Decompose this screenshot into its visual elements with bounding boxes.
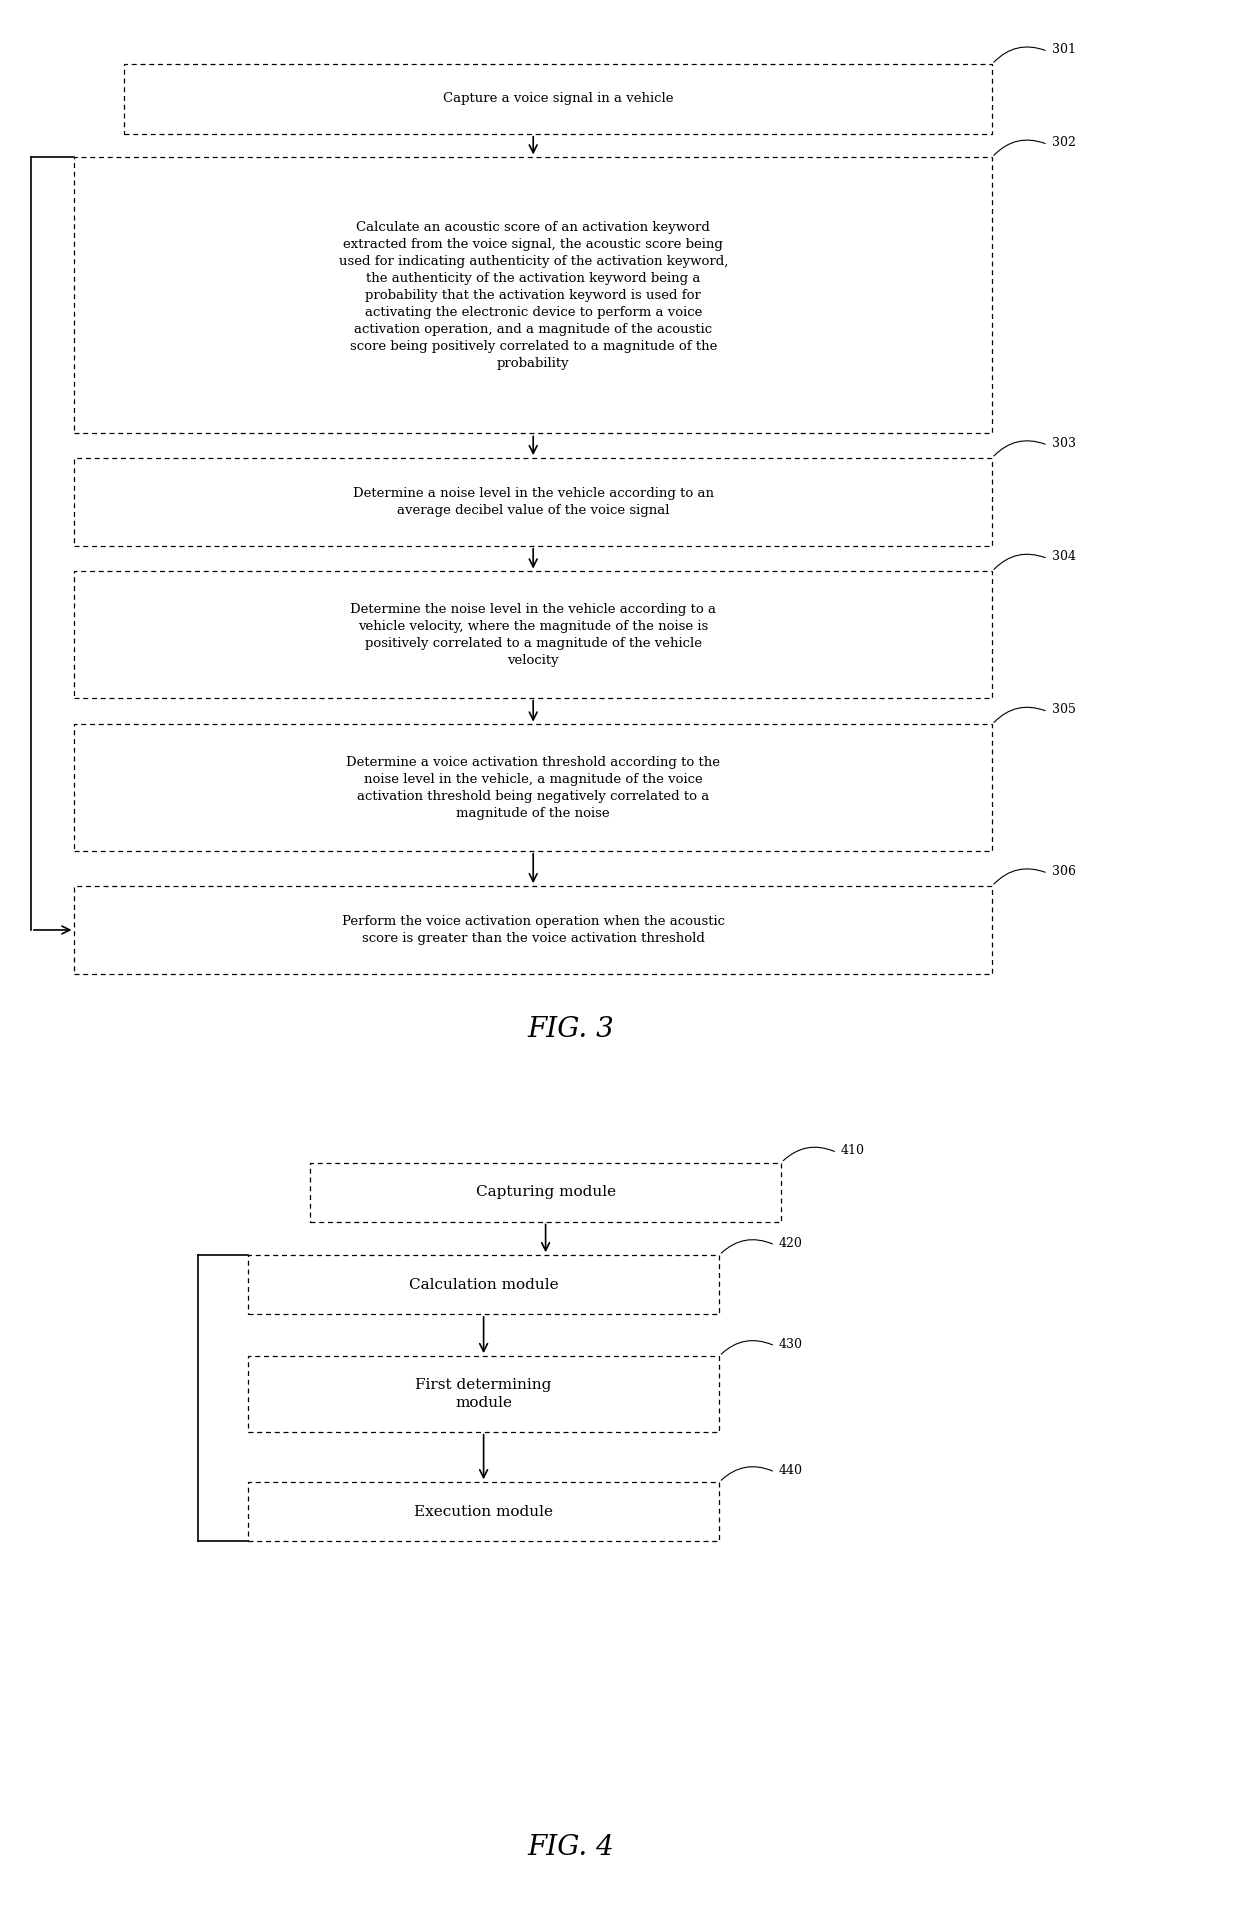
Bar [74, 157, 992, 434]
Text: 430: 430 [779, 1338, 802, 1351]
Bar [248, 1357, 719, 1431]
Text: Determine the noise level in the vehicle according to a
vehicle velocity, where : Determine the noise level in the vehicle… [350, 602, 717, 667]
Text: Capture a voice signal in a vehicle: Capture a voice signal in a vehicle [443, 92, 673, 105]
Text: FIG. 3: FIG. 3 [527, 1017, 614, 1043]
Text: Capturing module: Capturing module [475, 1185, 616, 1198]
Text: FIG. 4: FIG. 4 [527, 1833, 614, 1861]
Bar [124, 65, 992, 134]
Text: 305: 305 [1052, 703, 1075, 717]
Text: 420: 420 [779, 1236, 802, 1250]
Text: 303: 303 [1052, 436, 1075, 449]
Text: 440: 440 [779, 1464, 802, 1477]
Text: Determine a voice activation threshold according to the
noise level in the vehic: Determine a voice activation threshold a… [346, 755, 720, 820]
Text: 304: 304 [1052, 550, 1075, 564]
Bar [74, 571, 992, 698]
Bar [74, 724, 992, 850]
Text: 306: 306 [1052, 864, 1075, 877]
Bar [74, 459, 992, 547]
Text: Execution module: Execution module [414, 1504, 553, 1519]
Text: 410: 410 [841, 1145, 864, 1158]
Bar [310, 1162, 781, 1221]
Bar [248, 1256, 719, 1315]
Text: Calculation module: Calculation module [409, 1278, 558, 1292]
Text: 302: 302 [1052, 136, 1075, 149]
Text: 301: 301 [1052, 42, 1075, 55]
Text: Calculate an acoustic score of an activation keyword
extracted from the voice si: Calculate an acoustic score of an activa… [339, 222, 728, 371]
Text: Perform the voice activation operation when the acoustic
score is greater than t: Perform the voice activation operation w… [342, 915, 724, 944]
Text: First determining
module: First determining module [415, 1378, 552, 1410]
Text: Determine a noise level in the vehicle according to an
average decibel value of : Determine a noise level in the vehicle a… [352, 487, 714, 516]
Bar [74, 887, 992, 975]
Bar [248, 1483, 719, 1540]
